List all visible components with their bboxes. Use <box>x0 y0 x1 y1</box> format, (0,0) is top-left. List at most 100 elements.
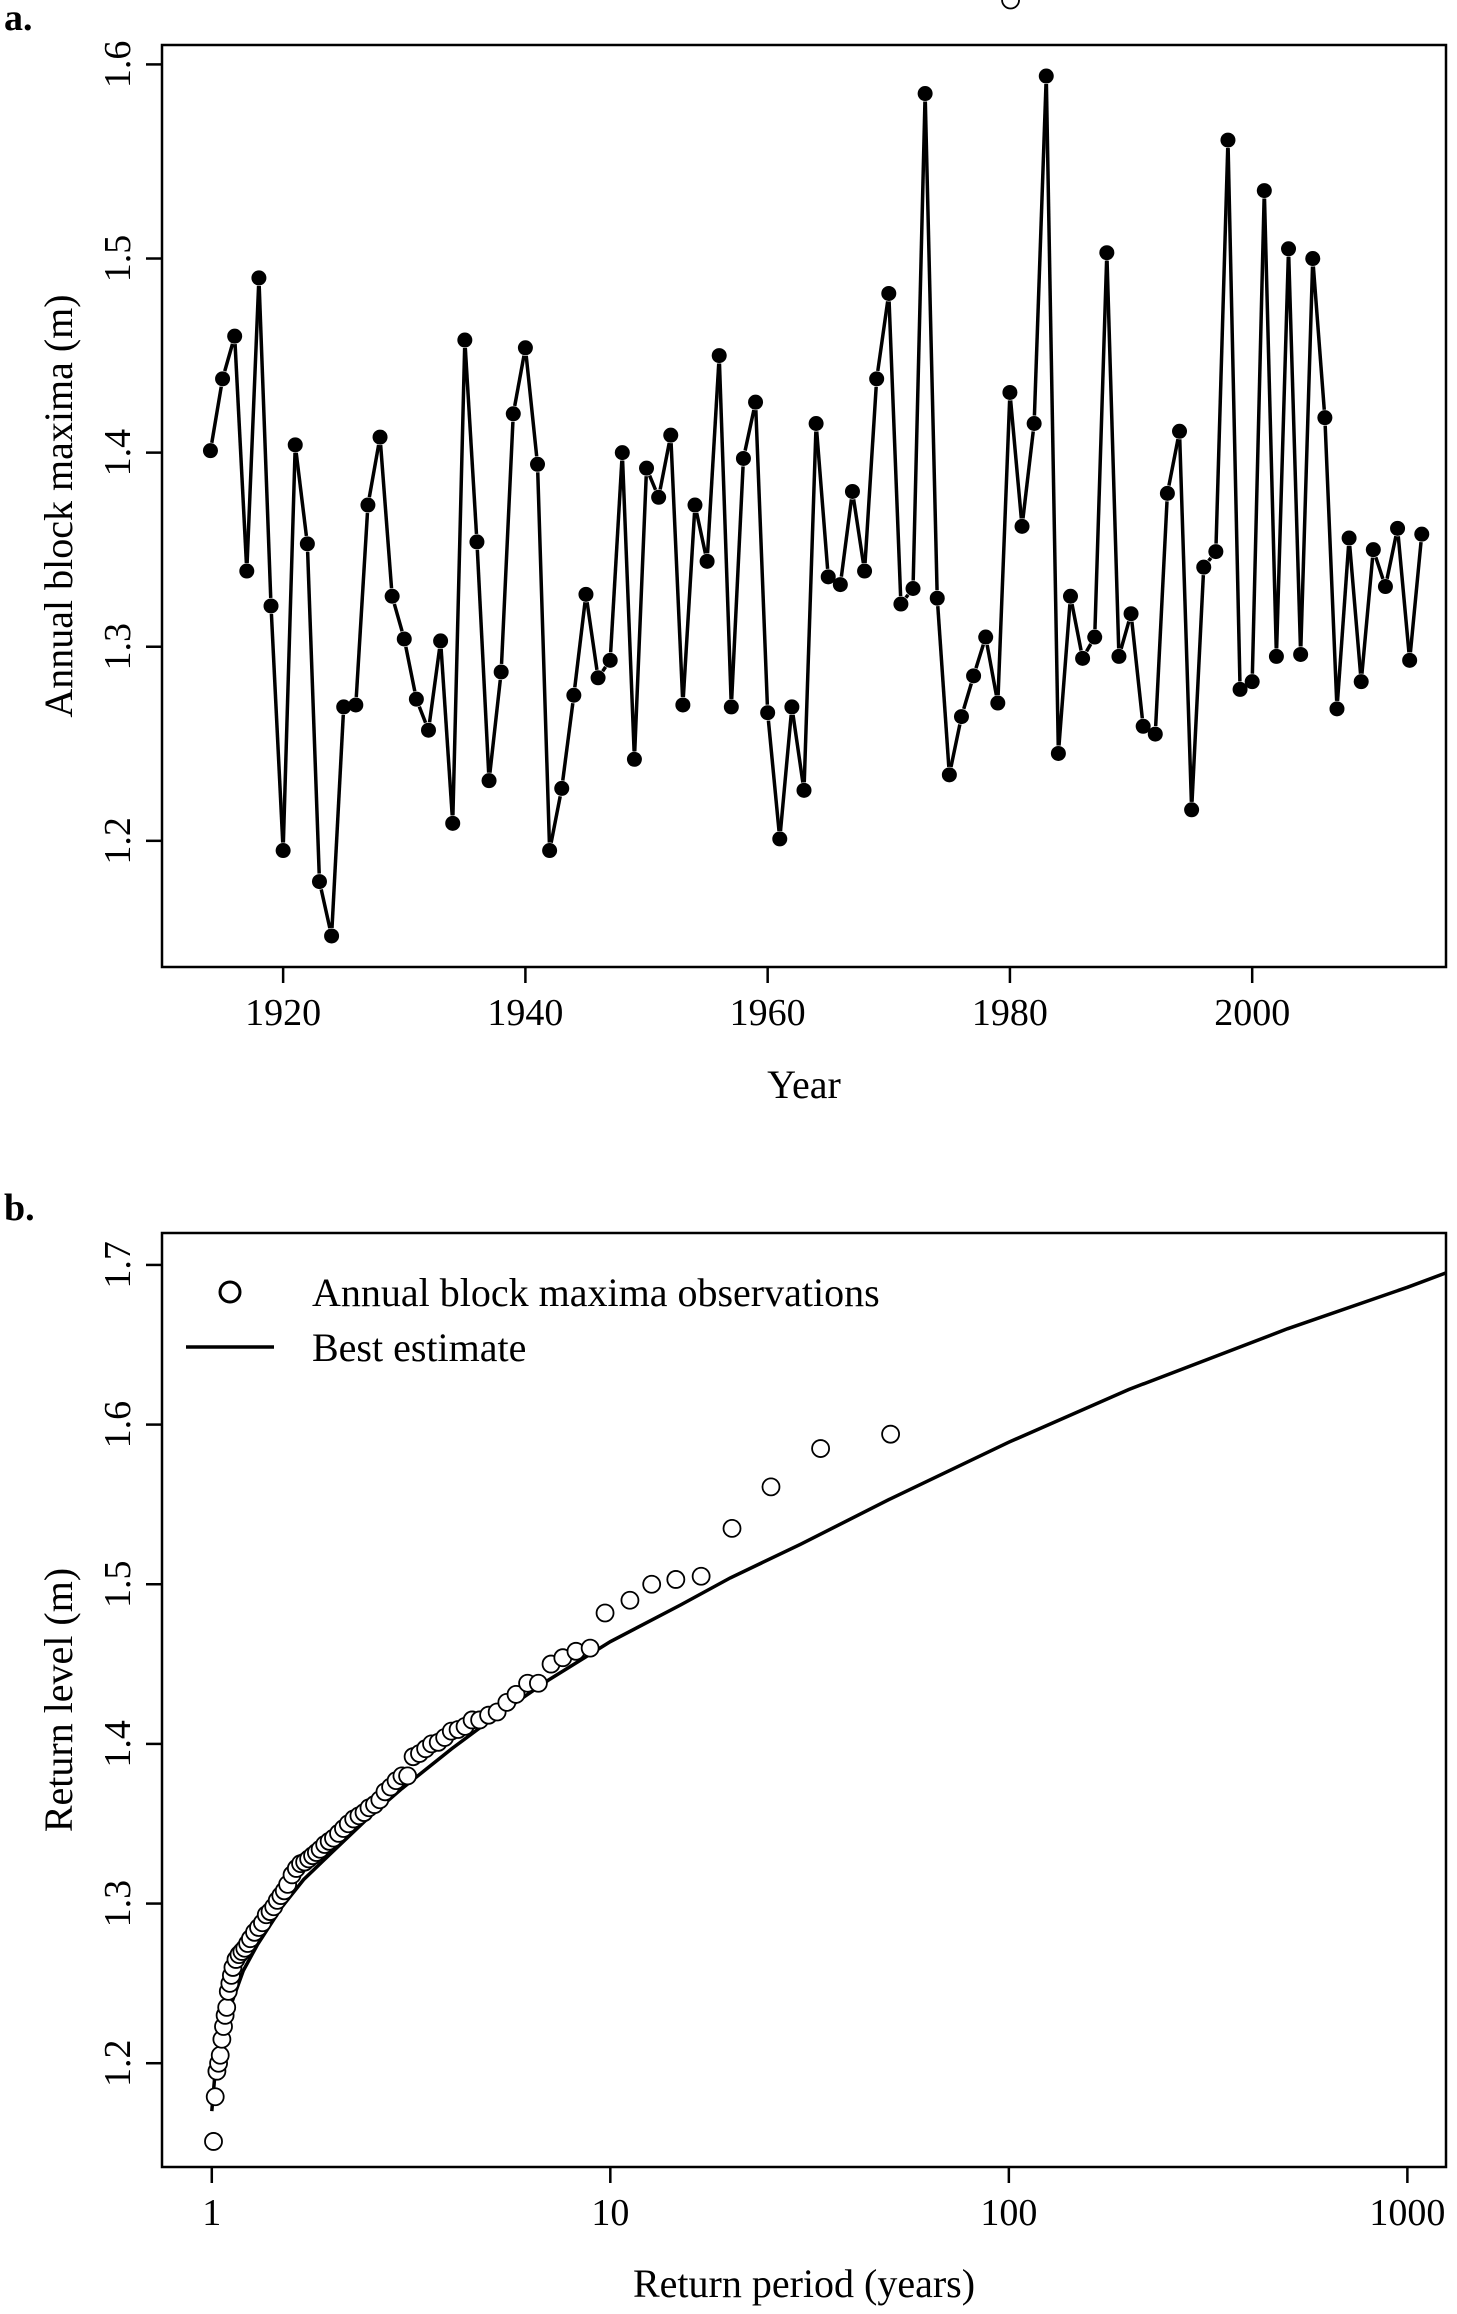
panel-b-observation-point <box>204 2132 223 2151</box>
panel-a-series-segment <box>1385 535 1398 580</box>
panel-b-observation-point <box>811 1439 830 1458</box>
panel-a-series-segment <box>1360 557 1375 674</box>
panel-a-data-point <box>748 394 764 410</box>
panel-a-series-segment <box>863 386 878 564</box>
panel-a-data-point <box>978 629 994 645</box>
panel-b-x-tick-label: 1000 <box>1369 2192 1445 2234</box>
panel-a-plot-frame <box>160 43 1448 969</box>
panel-a-series-segment <box>1057 604 1072 746</box>
panel-a-data-point <box>735 450 751 466</box>
panel-a-data-point <box>1232 681 1248 697</box>
panel-a-data-point <box>614 445 630 461</box>
panel-a-series-segment <box>717 363 733 699</box>
panel-a-series-segment <box>1085 643 1093 653</box>
panel-a-data-point <box>493 664 509 680</box>
panel-a-series-segment <box>1287 256 1303 647</box>
panel-a-series-segment <box>694 512 708 554</box>
panel-b-x-tick-label: 100 <box>980 2192 1037 2234</box>
panel-a-data-point <box>311 874 327 890</box>
panel-a-series-segment <box>1178 439 1194 802</box>
panel-b-y-tick-label: 1.7 <box>97 1241 139 1289</box>
panel-b-y-axis-title: Return level (m) <box>36 1568 81 1832</box>
panel-a-data-point <box>1414 526 1430 542</box>
panel-b-y-tick-label: 1.2 <box>97 2039 139 2087</box>
panel-a-data-point <box>360 497 376 513</box>
panel-a-data-point <box>1062 588 1078 604</box>
panel-a-series-segment <box>778 714 793 832</box>
panel-a-series-segment <box>601 665 608 673</box>
panel-a-series-segment <box>766 720 781 832</box>
panel-b-observation-point <box>529 1673 548 1693</box>
panel-a-data-point <box>287 437 303 453</box>
panel-a-series-segment <box>1119 620 1131 650</box>
panel-b-y-tick-label: 1.6 <box>97 1401 139 1449</box>
panel-a-data-point <box>263 598 279 614</box>
panel-a-data-point <box>469 534 485 550</box>
panel-a-data-point <box>1402 652 1418 668</box>
panel-a-data-point <box>941 767 957 783</box>
panel-a-series-segment <box>1130 621 1145 719</box>
panel-a-data-point <box>1075 650 1091 666</box>
panel-b-x-axis-title: Return period (years) <box>633 2261 975 2306</box>
panel-a-series-segment <box>367 444 381 498</box>
panel-a-series-segment <box>1008 400 1024 519</box>
panel-a-series-segment <box>573 602 587 688</box>
panel-a-data-point <box>554 780 570 796</box>
panel-a-series-segment <box>791 714 805 783</box>
panel-a-data-point <box>881 285 897 301</box>
panel-b-observation-point <box>620 1590 640 1610</box>
panel-a-series-segment <box>427 648 442 723</box>
panel-a-data-point <box>1123 606 1139 622</box>
panel-a-series-segment <box>524 355 539 457</box>
panel-a-data-point <box>1390 520 1406 536</box>
panel-a-series-segment <box>305 551 321 874</box>
panel-a-series-segment <box>585 601 599 671</box>
panel-a-data-point <box>869 371 885 387</box>
panel-a-y-tick-label: 1.6 <box>97 41 139 89</box>
panel-a-data-point <box>832 577 848 593</box>
panel-a-series-segment <box>1093 260 1109 630</box>
panel-a-data-point <box>760 705 776 721</box>
panel-b-observation-point <box>217 1997 237 2017</box>
panel-a-series-segment <box>281 452 297 843</box>
panel-a-data-point <box>687 497 703 513</box>
panel-a-data-point <box>844 483 860 499</box>
panel-a-data-point <box>542 843 558 859</box>
panel-a-series-segment <box>417 705 428 724</box>
panel-a-series-segment <box>269 613 285 843</box>
panel-a-data-point <box>324 928 340 944</box>
panel-a-series-segment <box>1311 266 1327 410</box>
panel-b-observation-point <box>595 1603 615 1623</box>
panel-a-data-point <box>1184 802 1200 818</box>
panel-b-legend: Annual block maxima observations Best es… <box>186 1270 880 1370</box>
panel-b-y-axis: 1.2 1.3 1.4 1.5 1.6 1.7 <box>97 1241 162 2087</box>
panel-a-series-segment <box>1335 545 1351 701</box>
panel-a-data-point <box>602 652 618 668</box>
panel-a-data-point <box>1135 718 1151 734</box>
panel-a-data-point <box>966 668 982 684</box>
panel-a-data-point <box>626 751 642 767</box>
panel-a-series-segment <box>1274 256 1291 649</box>
panel-a-x-axis: 1920 1940 1960 1980 2000 <box>245 967 1290 1034</box>
panel-a-series-segment <box>647 474 658 491</box>
panel-a-data-point <box>457 332 473 348</box>
panel-b-best-estimate-line <box>210 1271 1447 2112</box>
panel-b-x-tick-label: 10 <box>591 2192 629 2234</box>
panel-b-observation-point <box>205 2087 225 2107</box>
panel-a-x-tick-label: 1960 <box>730 992 806 1034</box>
panel-a-data-point <box>1196 559 1212 575</box>
panel-a-series-segment <box>904 593 910 599</box>
panel-a-data-point <box>905 580 921 596</box>
panel-a-data-point <box>433 633 449 649</box>
panel-a-series-segment <box>549 795 562 844</box>
panel-a-data-point <box>1353 674 1369 690</box>
legend-estimate-label: Best estimate <box>312 1325 526 1370</box>
panel-a-series-segment <box>658 442 671 490</box>
panel-a-series-segment <box>404 646 417 692</box>
panel-a-data-point <box>1111 648 1127 664</box>
panel-a-data-point <box>1256 183 1272 199</box>
panel-a-series-segment <box>743 409 756 451</box>
panel-a-x-tick-label: 2000 <box>1214 992 1290 1034</box>
panel-a-series-segment <box>1070 603 1083 651</box>
panel-a-data-point <box>820 569 836 585</box>
